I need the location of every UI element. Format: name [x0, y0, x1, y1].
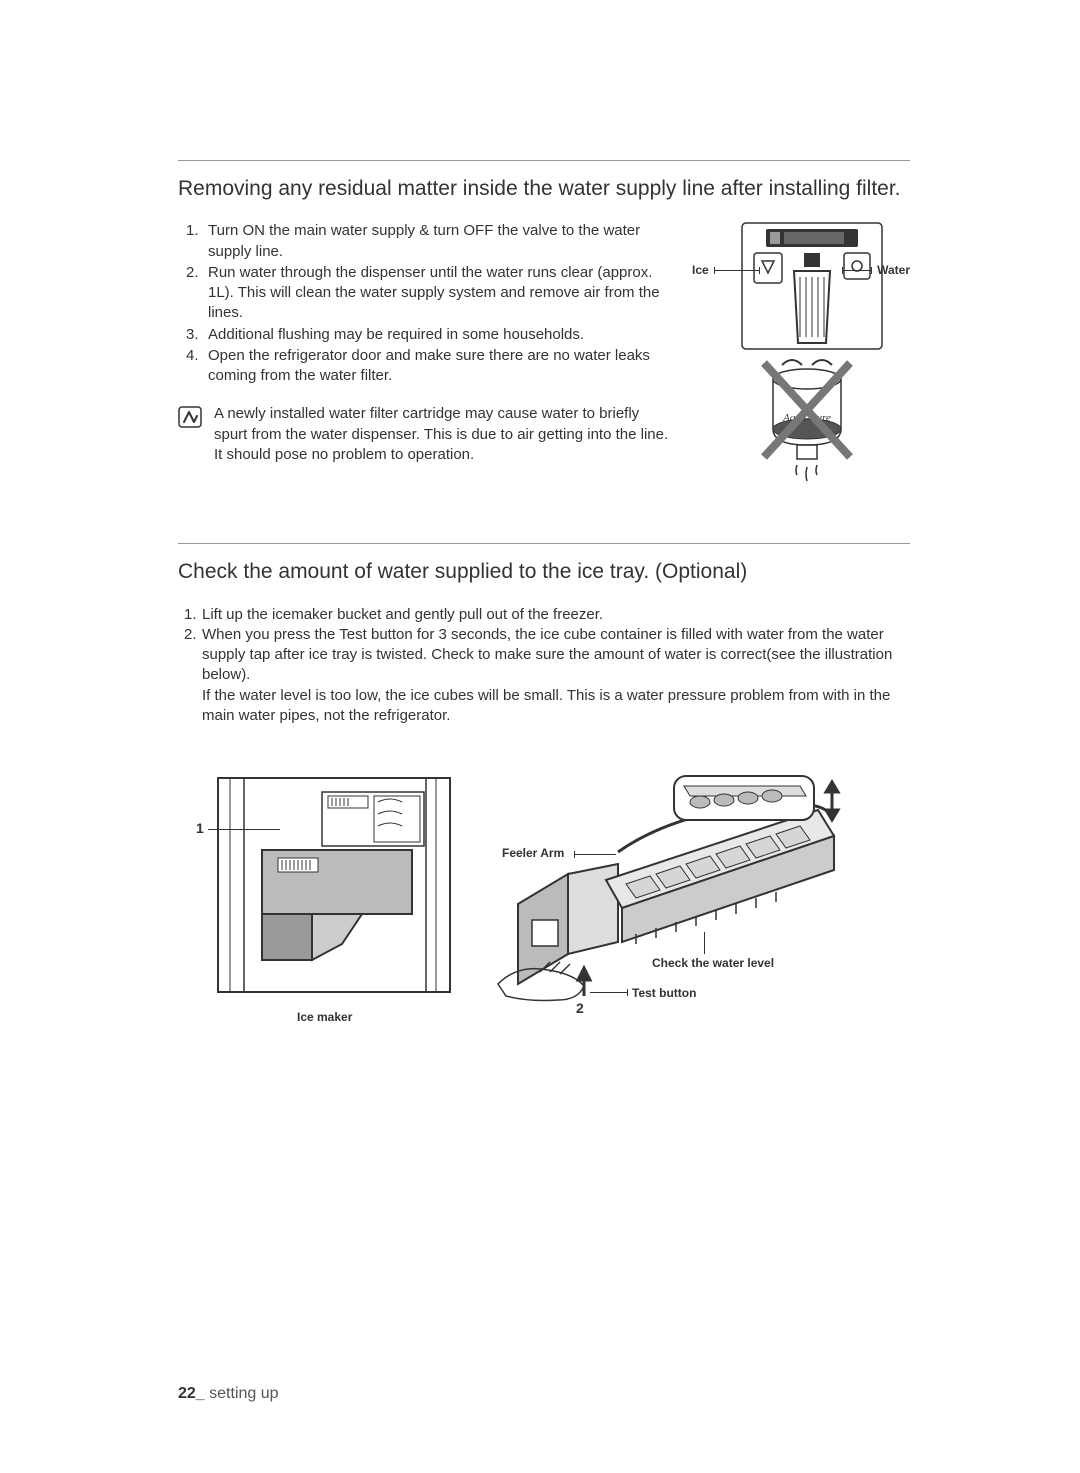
step-continuation: If the water level is too low, the ice c… [202, 686, 910, 727]
icemaker-figure: 1 [202, 774, 472, 1024]
callout-1: 1 [196, 820, 204, 836]
section-rule [178, 160, 910, 161]
section2-steps: Lift up the icemaker bucket and gently p… [178, 605, 910, 727]
ice-label: Ice [692, 263, 709, 277]
page-number: 22 [178, 1385, 196, 1402]
page-footer: 22_ setting up [178, 1385, 279, 1403]
note-text: A newly installed water filter cartridge… [214, 404, 674, 465]
section1-body: Turn ON the main water supply & turn OFF… [178, 221, 910, 487]
leader-line [574, 854, 616, 855]
section1-text-col: Turn ON the main water supply & turn OFF… [178, 221, 674, 487]
footer-section-name: setting up [205, 1385, 279, 1402]
section-rule [178, 543, 910, 544]
footer-separator: _ [196, 1385, 205, 1402]
list-item: Run water through the dispenser until th… [208, 263, 674, 324]
dispenser-figure: Ice Water [692, 221, 910, 361]
note-icon [178, 406, 202, 428]
list-item: Turn ON the main water supply & turn OFF… [208, 221, 674, 262]
feeler-arm-label: Feeler Arm [502, 846, 564, 860]
icemaker-illustration [202, 774, 472, 1004]
filter-bottle-figure: Aqua-Pure [692, 357, 910, 487]
test-button-label: Test button [632, 986, 696, 1000]
section2-title: Check the amount of water supplied to th… [178, 558, 910, 586]
filter-bottle-illustration: Aqua-Pure [742, 357, 872, 487]
water-level-label: Check the water level [652, 956, 774, 970]
leader-line [590, 992, 628, 993]
leader-line [208, 829, 280, 830]
icemaker-label: Ice maker [297, 1010, 352, 1024]
section1-title: Removing any residual matter inside the … [178, 175, 910, 203]
section2: Check the amount of water supplied to th… [178, 543, 910, 1024]
list-item: Open the refrigerator door and make sure… [208, 346, 674, 387]
icetray-illustration [478, 774, 858, 1014]
callout-2: 2 [576, 1000, 584, 1016]
icetray-figure: Feeler Arm Check the water level Test bu… [478, 774, 858, 1024]
step-text: When you press the Test button for 3 sec… [202, 626, 892, 684]
section2-figures: 1 [178, 774, 910, 1024]
list-item: When you press the Test button for 3 sec… [202, 625, 910, 726]
list-item: Additional flushing may be required in s… [208, 325, 674, 345]
section1-figure-col: Ice Water [692, 221, 910, 487]
section1-steps: Turn ON the main water supply & turn OFF… [178, 221, 674, 386]
dispenser-illustration [732, 221, 892, 351]
note-block: A newly installed water filter cartridge… [178, 404, 674, 465]
leader-line [704, 932, 705, 954]
list-item: Lift up the icemaker bucket and gently p… [202, 605, 910, 625]
